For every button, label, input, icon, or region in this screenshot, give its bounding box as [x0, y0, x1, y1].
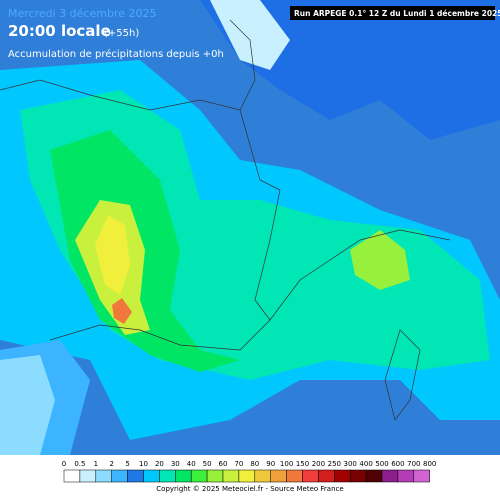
legend-label: 200	[312, 460, 325, 468]
legend-swatch	[222, 469, 240, 483]
legend-swatch	[397, 469, 415, 483]
legend-swatch	[413, 469, 430, 483]
legend-swatch	[334, 469, 351, 483]
legend-label: 500	[375, 460, 388, 468]
precip-area	[350, 230, 410, 290]
legend-label: 0	[62, 460, 66, 468]
legend-swatch	[159, 469, 176, 483]
legend-label: 50	[203, 460, 212, 468]
legend-swatch	[365, 469, 383, 483]
precip-area	[210, 0, 290, 70]
legend-label: 30	[171, 460, 180, 468]
legend-swatch	[175, 469, 192, 483]
legend-label: 150	[296, 460, 309, 468]
precip-area	[95, 215, 130, 295]
legend-swatch	[143, 469, 160, 483]
legend-swatch	[238, 469, 256, 483]
legend-label: 0.5	[74, 460, 85, 468]
subtitle: Accumulation de précipitations depuis +0…	[8, 48, 224, 60]
legend-swatch	[190, 469, 208, 483]
legend-label: 300	[344, 460, 357, 468]
legend-label: 90	[266, 460, 275, 468]
precip-area	[112, 298, 132, 324]
run-box	[290, 6, 495, 20]
precip-area	[0, 355, 55, 455]
legend-swatch	[95, 469, 112, 483]
precip-area	[50, 130, 240, 372]
legend-label: 20	[155, 460, 164, 468]
legend-swatch	[270, 469, 287, 483]
date: Mercredi 3 décembre 2025	[8, 7, 156, 20]
legend-label: 800	[423, 460, 436, 468]
time: 20:00 locale	[8, 22, 111, 40]
legend-label: 5	[125, 460, 129, 468]
legend-swatch	[127, 469, 144, 483]
legend-label: 40	[187, 460, 196, 468]
legend-swatch	[302, 469, 319, 483]
borders	[0, 19, 451, 421]
legend-label: 700	[407, 460, 420, 468]
legend-label: 400	[359, 460, 372, 468]
legend-label: 60	[219, 460, 228, 468]
legend-swatch	[318, 469, 335, 483]
legend-swatch	[349, 469, 367, 483]
legend-swatch	[254, 469, 271, 483]
legend-label: 10	[139, 460, 148, 468]
legend-label: 80	[250, 460, 259, 468]
legend-swatch	[63, 469, 81, 483]
legend-swatch	[381, 469, 399, 483]
run-label: Run ARPEGE 0.1° 12 Z du Lundi 1 décembre…	[294, 9, 500, 18]
legend-swatch	[79, 469, 97, 483]
legend-label: 70	[234, 460, 243, 468]
legend-swatch	[286, 469, 303, 483]
legend-swatch	[111, 469, 128, 483]
copyright: Copyright © 2025 Meteociel.fr - Source M…	[156, 485, 343, 493]
legend-label: 250	[328, 460, 341, 468]
legend-label: 100	[280, 460, 293, 468]
legend-label: 1	[94, 460, 98, 468]
legend-label: 2	[109, 460, 113, 468]
legend-swatch	[206, 469, 224, 483]
lead-time: (+55h)	[104, 28, 139, 39]
legend-label: 600	[391, 460, 404, 468]
legend: 0 0.5 1 2 5 10 20 30 40 50 60 70 80 90 100 150 200 250 300…	[62, 460, 436, 483]
